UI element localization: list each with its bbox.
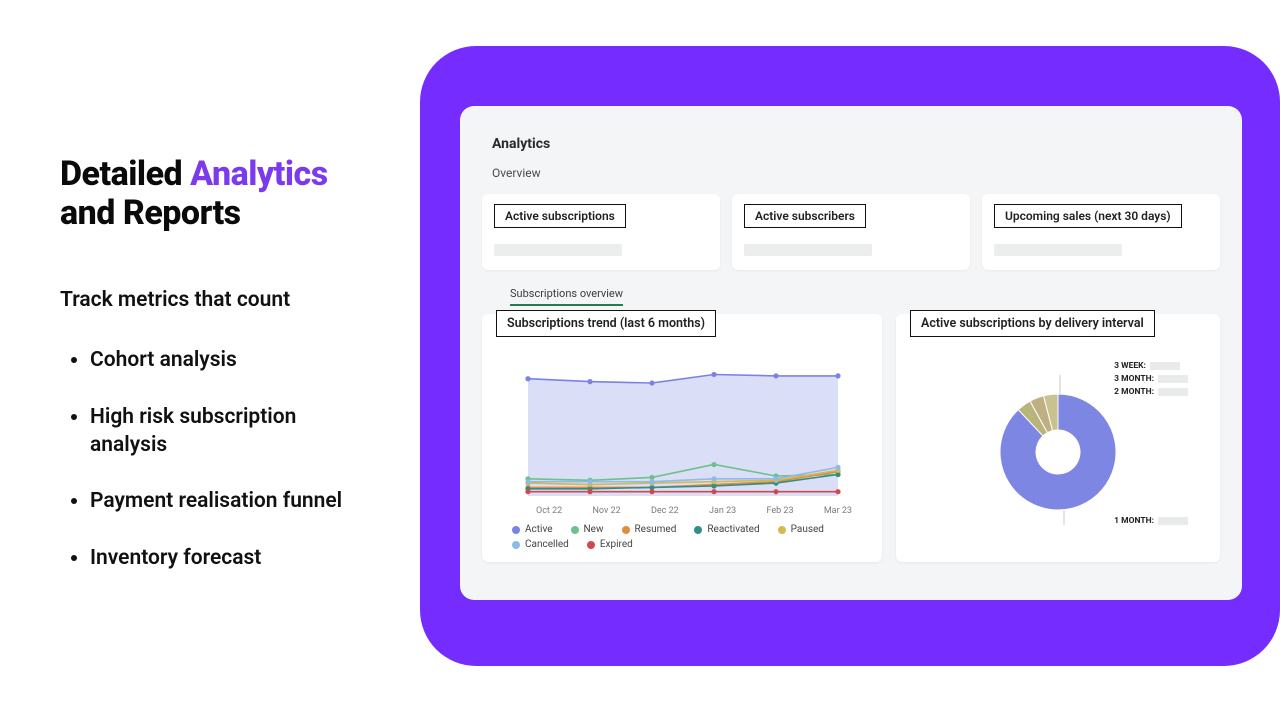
skeleton-bar [1158, 517, 1188, 525]
headline-pre: Detailed [60, 154, 190, 194]
stat-card-label: Upcoming sales (next 30 days) [994, 204, 1182, 228]
legend-dot [512, 526, 520, 534]
donut-chart: 3 WEEK: 3 MONTH: 2 MONTH: 1 MONTH: [910, 347, 1206, 547]
skeleton-bar [1158, 388, 1188, 396]
page-subtitle: Overview [492, 166, 1220, 180]
donut-slice-label: 1 MONTH: [1114, 516, 1188, 526]
legend-label: Expired [600, 539, 633, 550]
purple-frame: Analytics Overview Active subscriptionsA… [420, 46, 1280, 666]
feature-bullet: Inventory forecast [90, 544, 390, 572]
analytics-dashboard: Analytics Overview Active subscriptionsA… [460, 106, 1242, 600]
skeleton-bar [1158, 375, 1188, 383]
legend-item: Paused [778, 524, 824, 535]
legend-dot [587, 541, 595, 549]
skeleton-bar [744, 244, 872, 256]
donut-chart-title: Active subscriptions by delivery interva… [910, 310, 1155, 337]
legend-label: Reactivated [707, 524, 759, 535]
screenshot-region: Analytics Overview Active subscriptionsA… [420, 0, 1280, 720]
skeleton-bar [1150, 362, 1180, 370]
legend-item: Active [512, 524, 553, 535]
legend-dot [571, 526, 579, 534]
stat-card[interactable]: Active subscriptions [482, 194, 720, 270]
legend-dot [694, 526, 702, 534]
legend-label: Paused [791, 524, 824, 535]
x-tick-label: Dec 22 [651, 506, 679, 516]
legend-label: Active [525, 524, 553, 535]
legend-dot [512, 541, 520, 549]
trend-legend: Active New Resumed Reactivated Paused Cancell… [496, 516, 868, 552]
legend-label: Resumed [635, 524, 677, 535]
headline: Detailed Analytics and Reports [60, 155, 390, 233]
skeleton-bar [494, 244, 622, 256]
headline-post: and Reports [60, 193, 241, 233]
charts-row: Subscriptions trend (last 6 months) Oct … [482, 314, 1220, 562]
legend-item: Reactivated [694, 524, 759, 535]
trend-chart-title: Subscriptions trend (last 6 months) [496, 310, 716, 337]
page-title: Analytics [492, 136, 1220, 152]
skeleton-bar [994, 244, 1122, 256]
stat-card[interactable]: Upcoming sales (next 30 days) [982, 194, 1220, 270]
feature-bullet: Payment realisation funnel [90, 487, 390, 515]
x-tick-label: Mar 23 [824, 506, 852, 516]
legend-item: Cancelled [512, 539, 569, 550]
headline-accent: Analytics [190, 154, 328, 194]
legend-label: New [584, 524, 604, 535]
x-tick-label: Oct 22 [536, 506, 562, 516]
legend-dot [622, 526, 630, 534]
feature-bullet: High risk subscription analysis [90, 403, 390, 460]
donut-slice-label: 3 WEEK: [1114, 361, 1188, 371]
trend-chart-card: Subscriptions trend (last 6 months) Oct … [482, 314, 882, 562]
marketing-copy: Detailed Analytics and Reports Track met… [0, 0, 420, 720]
x-tick-label: Nov 22 [592, 506, 620, 516]
feature-bullet: Cohort analysis [90, 346, 390, 374]
stat-cards-row: Active subscriptions Active subscribers Up… [482, 194, 1220, 270]
trend-chart [496, 347, 846, 502]
legend-item: New [571, 524, 604, 535]
tab-subscriptions-overview[interactable]: Subscriptions overview [510, 287, 623, 306]
stat-card-label: Active subscribers [744, 204, 866, 228]
donut-slice-label: 3 MONTH: [1114, 374, 1188, 384]
subheadline: Track metrics that count [60, 288, 390, 312]
donut-slice-label: 2 MONTH: [1114, 387, 1188, 397]
legend-item: Resumed [622, 524, 677, 535]
donut-lower-labels: 1 MONTH: [1114, 516, 1188, 529]
stat-card-label: Active subscriptions [494, 204, 626, 228]
trend-x-axis: Oct 22 Nov 22 Dec 22 Jan 23 Feb 23 Mar 23 [496, 502, 868, 516]
x-tick-label: Feb 23 [766, 506, 793, 516]
feature-bullets: Cohort analysis High risk subscription an… [60, 346, 390, 572]
legend-label: Cancelled [525, 539, 569, 550]
donut-chart-card: Active subscriptions by delivery interva… [896, 314, 1220, 562]
x-tick-label: Jan 23 [709, 506, 736, 516]
legend-dot [778, 526, 786, 534]
donut-upper-labels: 3 WEEK: 3 MONTH: 2 MONTH: [1114, 361, 1188, 400]
legend-item: Expired [587, 539, 633, 550]
stat-card[interactable]: Active subscribers [732, 194, 970, 270]
